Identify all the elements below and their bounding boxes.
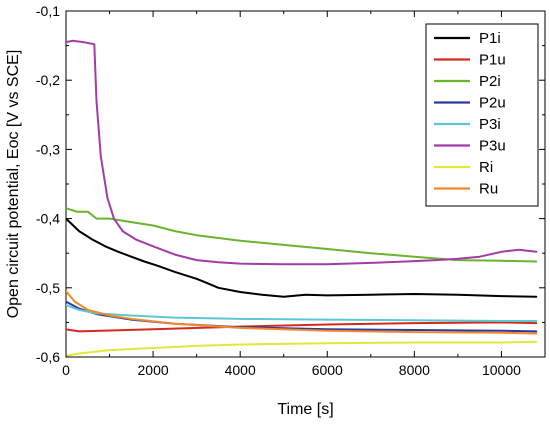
y-axis-title: Open circuit potential, Eoc [V vs SCE] — [5, 50, 22, 319]
plot-area — [65, 10, 546, 358]
x-tick-label: 6000 — [312, 362, 343, 378]
series-line-p3u — [66, 39, 538, 266]
y-tick-label: -0,2 — [36, 72, 60, 88]
legend-label-ri: Ri — [479, 159, 493, 176]
y-tick-label: -0,3 — [36, 141, 60, 157]
legend-label-p1u: P1u — [479, 52, 506, 69]
legend-label-p3u: P3u — [479, 138, 506, 155]
y-tick-label: -0,5 — [36, 280, 60, 296]
series-line-p3i — [66, 304, 538, 322]
axes-layer: 0 2000 4000 6000 8000 10000 -0,6 -0,5 -0,4 -0,3 -0… — [36, 3, 545, 378]
x-tick-label: 4000 — [225, 362, 256, 378]
series-line-p2i — [66, 207, 538, 263]
x-tick-label: 8000 — [399, 362, 430, 378]
x-tick-label: 0 — [62, 362, 70, 378]
series-line-ru — [66, 290, 538, 335]
legend-box — [425, 23, 539, 207]
legend-label-p2u: P2u — [479, 95, 506, 112]
series-line-ri — [66, 340, 538, 357]
legend-label-ru: Ru — [479, 181, 498, 198]
legend-label-p1i: P1i — [479, 30, 501, 47]
legend-label-p2i: P2i — [479, 73, 501, 90]
y-tick-label: -0,4 — [36, 211, 60, 227]
x-axis-title: Time [s] — [277, 401, 333, 418]
x-tick-label: 10000 — [482, 362, 521, 378]
x-tick-label: 2000 — [138, 362, 169, 378]
legend-label-p3i: P3i — [479, 116, 501, 133]
y-tick-label: -0,6 — [36, 349, 60, 365]
series-line-p1i — [66, 217, 538, 298]
series-layer — [66, 39, 538, 357]
legend: P1i P1u P2i P2u P3i P3u Ri Ru — [425, 23, 539, 207]
y-tick-label: -0,1 — [36, 3, 60, 19]
